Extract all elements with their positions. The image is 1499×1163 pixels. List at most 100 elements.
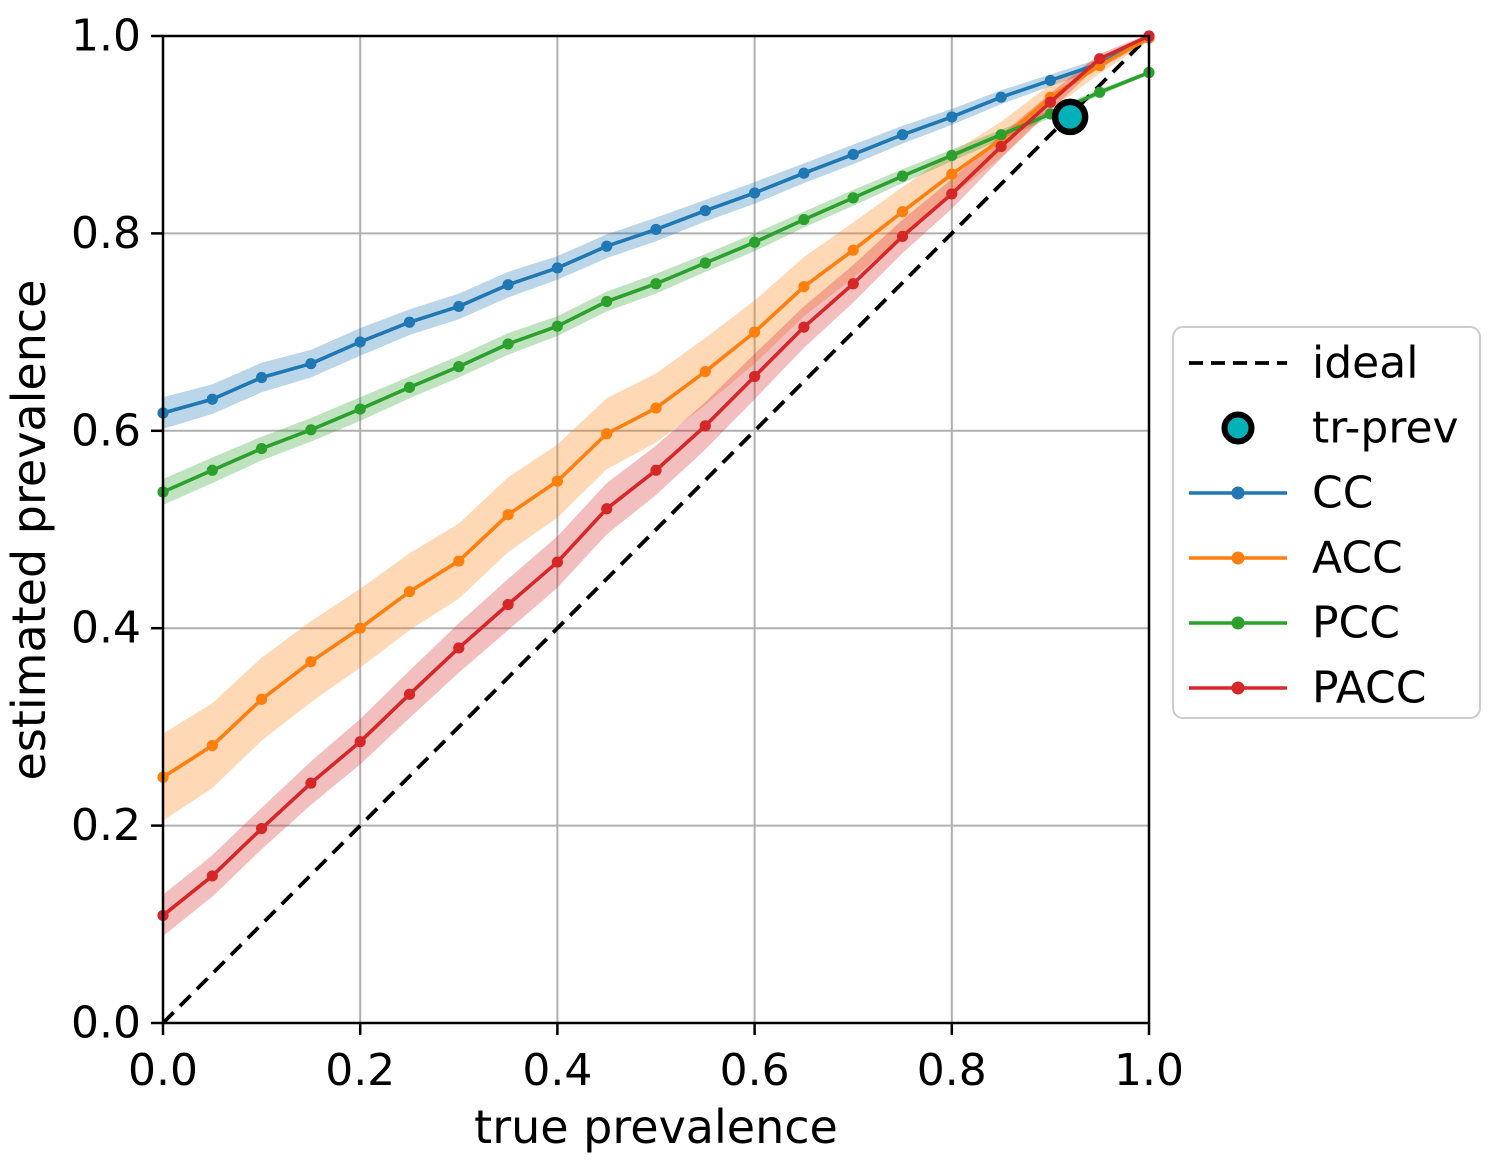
acc-point: [798, 281, 810, 293]
pacc-point: [896, 230, 909, 242]
x-axis-label: true prevalence: [474, 1100, 838, 1154]
pacc-point: [847, 278, 859, 290]
ideal-diagonal-line: [161, 34, 1151, 1025]
line-marker-icon: [1231, 616, 1245, 630]
y-tick-label: 0.0: [71, 998, 141, 1049]
pcc-point: [601, 295, 613, 308]
pcc-point: [354, 403, 366, 415]
cc-point: [256, 371, 268, 384]
pcc-point: [946, 149, 958, 162]
pcc-point: [403, 381, 416, 393]
legend-label: tr-prev: [1312, 403, 1459, 454]
y-tick-labels: 0.0 0.2 0.4 0.6 0.8 1.0: [71, 11, 141, 1049]
x-tick-label: 0.2: [325, 1045, 395, 1096]
pcc-point: [551, 320, 564, 332]
acc-point: [305, 656, 317, 668]
legend-label: CC: [1312, 468, 1373, 519]
pacc-point: [601, 503, 613, 515]
series-lines: [157, 30, 1155, 922]
pcc-point: [502, 338, 514, 350]
x-tick-label: 1.0: [1114, 1045, 1184, 1096]
pacc-point: [699, 420, 711, 432]
pacc-point: [305, 777, 317, 789]
x-tick-label: 0.0: [128, 1045, 198, 1096]
legend-label: ACC: [1312, 533, 1403, 584]
legend-label: PACC: [1312, 663, 1427, 714]
acc-point: [847, 244, 859, 256]
pacc-line: [157, 30, 1155, 922]
pacc-point: [946, 188, 958, 200]
acc-point: [601, 428, 613, 440]
pcc-point: [847, 192, 859, 204]
cc-point: [995, 91, 1007, 103]
pacc-band: [163, 34, 1149, 937]
pcc-point: [256, 442, 268, 455]
line-marker-icon: [1231, 486, 1245, 500]
line-marker-icon: [1231, 551, 1245, 565]
pacc-point: [995, 140, 1007, 153]
pacc-point: [502, 598, 514, 611]
pcc-point: [650, 278, 662, 290]
pcc-point: [699, 257, 711, 269]
acc-point: [206, 740, 218, 752]
pcc-point: [453, 361, 465, 373]
pacc-point: [453, 642, 465, 654]
pcc-point: [1094, 86, 1106, 98]
pacc-point: [1044, 96, 1056, 108]
pacc-point: [354, 736, 366, 748]
legend-item-pacc: PACC: [1189, 663, 1427, 714]
pacc-point: [206, 870, 218, 882]
y-tick-label: 0.4: [71, 603, 141, 654]
cc-point: [650, 223, 662, 236]
legend-item-cc: CC: [1189, 468, 1373, 519]
pcc-point: [995, 129, 1007, 141]
cc-point: [601, 240, 613, 252]
pacc-point: [1094, 53, 1106, 65]
legend-item-tr-prev: tr-prev: [1221, 403, 1459, 454]
cc-point: [946, 111, 958, 123]
acc-point: [650, 402, 662, 414]
acc-point: [699, 365, 711, 378]
tr-prev-marker-icon: [1221, 411, 1255, 445]
pacc-point: [551, 556, 564, 568]
cc-point: [551, 262, 564, 274]
cc-point: [403, 316, 416, 328]
acc-point: [551, 475, 564, 487]
pacc-point: [798, 321, 810, 333]
confidence-bands: [163, 34, 1149, 937]
pcc-point: [896, 170, 909, 182]
cc-point: [305, 358, 317, 370]
acc-point: [749, 326, 761, 338]
cc-point: [896, 129, 909, 141]
cc-point: [453, 300, 465, 313]
legend-item-pcc: PCC: [1189, 598, 1400, 649]
cc-point: [847, 148, 859, 161]
acc-point: [946, 168, 958, 180]
cc-point: [206, 393, 218, 405]
pcc-point: [206, 464, 218, 476]
cc-point: [1044, 74, 1056, 87]
y-tick-label: 1.0: [71, 11, 141, 62]
pcc-point: [749, 236, 761, 248]
x-tick-label: 0.4: [522, 1045, 592, 1096]
cc-point: [749, 187, 761, 199]
acc-point: [403, 586, 416, 598]
y-axis-label: estimated prevalence: [2, 280, 56, 781]
acc-point: [256, 693, 268, 705]
legend-item-ideal: ideal: [1189, 338, 1418, 389]
acc-point: [453, 555, 465, 567]
y-tick-label: 0.2: [71, 800, 141, 851]
x-tick-labels: 0.0 0.2 0.4 0.6 0.8 1.0: [128, 1045, 1184, 1096]
legend-item-acc: ACC: [1189, 533, 1403, 584]
cc-point: [798, 167, 810, 179]
axes-frame: [151, 34, 1151, 1035]
acc-point: [354, 622, 366, 634]
acc-point: [896, 206, 909, 218]
cc-point: [354, 336, 366, 348]
pacc-point: [256, 822, 268, 835]
y-tick-label: 0.8: [71, 208, 141, 259]
y-tick-label: 0.6: [71, 405, 141, 456]
acc-point: [502, 509, 514, 521]
